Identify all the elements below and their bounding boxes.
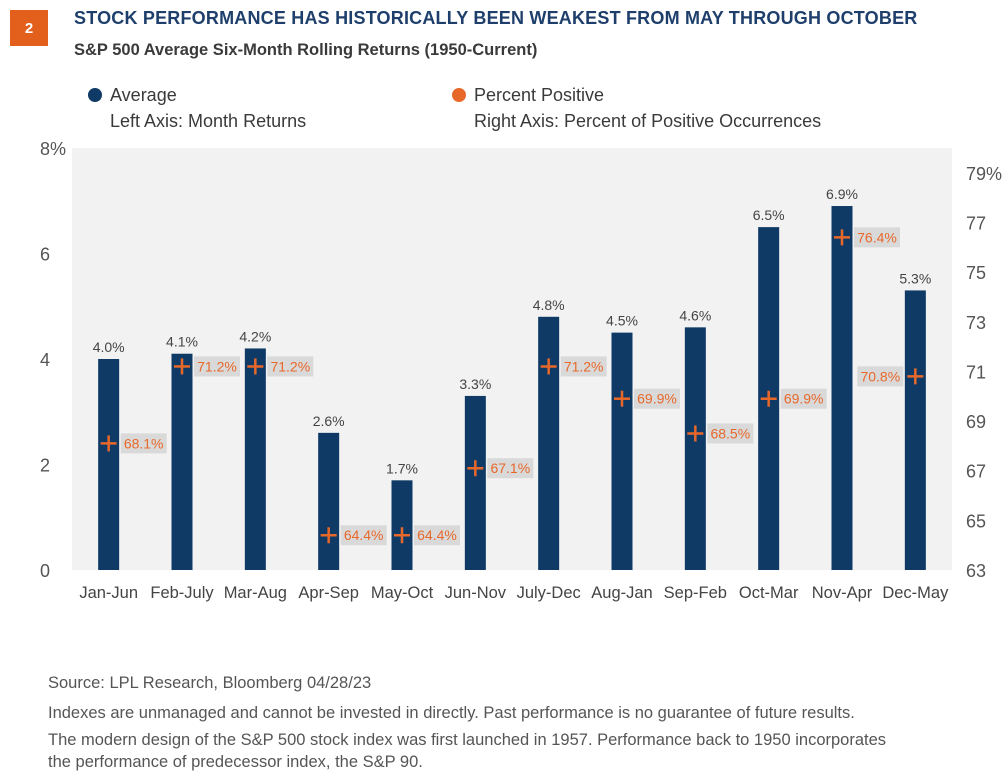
bar-average bbox=[684, 327, 706, 570]
percent-label-box bbox=[857, 366, 904, 387]
percent-label-box bbox=[414, 525, 460, 546]
percent-value-label: 71.2% bbox=[270, 358, 310, 374]
x-axis-category-label: May-Oct bbox=[371, 584, 434, 602]
bar-value-label: 4.6% bbox=[679, 307, 711, 323]
bar-average bbox=[244, 348, 266, 570]
x-axis-category-label: Jun-Nov bbox=[445, 584, 507, 602]
percent-label-box bbox=[267, 356, 314, 377]
percent-value-label: 69.9% bbox=[784, 391, 824, 407]
bar-average bbox=[391, 480, 413, 570]
bar-average bbox=[611, 332, 633, 570]
right-axis-tick: 63 bbox=[966, 561, 986, 581]
bar-value-label: 2.6% bbox=[313, 413, 345, 429]
percent-label-box bbox=[780, 388, 827, 409]
percent-label-box bbox=[194, 356, 240, 377]
percent-label-box bbox=[854, 227, 900, 248]
chart-canvas: 0 2 4 6 8% 63 65 67 69 71 73 75 77 79% 4.0% Jan-Jun 68.1… bbox=[40, 139, 1002, 602]
percent-value-label: 70.8% bbox=[860, 368, 900, 384]
x-axis-category-label: Jan-Jun bbox=[79, 584, 138, 602]
bar-average bbox=[831, 206, 853, 570]
bar-value-label: 4.2% bbox=[239, 328, 271, 344]
percent-value-label: 64.4% bbox=[417, 527, 457, 543]
left-axis-tick: 2 bbox=[40, 456, 50, 476]
bar-value-label: 5.3% bbox=[899, 270, 931, 286]
bar-value-label: 6.5% bbox=[753, 207, 785, 223]
bar-value-label: 3.3% bbox=[459, 376, 491, 392]
bar-average bbox=[98, 359, 120, 570]
right-axis-tick: 67 bbox=[966, 462, 986, 482]
percent-label-box bbox=[634, 388, 680, 409]
bar-average bbox=[171, 353, 193, 570]
right-axis-tick: 75 bbox=[966, 263, 986, 283]
x-axis-category-label: July-Dec bbox=[517, 584, 581, 602]
percent-value-label: 69.9% bbox=[637, 391, 677, 407]
x-axis-category-label: Feb-July bbox=[150, 584, 214, 602]
percent-value-label: 68.1% bbox=[124, 435, 164, 451]
right-axis-tick: 77 bbox=[966, 213, 986, 233]
percent-dot-icon bbox=[452, 88, 466, 102]
right-axis-tick: 65 bbox=[966, 511, 986, 531]
right-axis-tick: 73 bbox=[966, 313, 986, 333]
right-axis-tick: 79% bbox=[966, 164, 1002, 184]
percent-label-box bbox=[560, 356, 607, 377]
left-axis-tick: 8% bbox=[40, 139, 66, 159]
percent-value-label: 76.4% bbox=[857, 229, 897, 245]
right-axis-tick: 71 bbox=[966, 362, 986, 382]
bar-average bbox=[538, 316, 560, 570]
x-axis-category-label: Oct-Mar bbox=[739, 584, 799, 602]
x-axis-category-label: Apr-Sep bbox=[298, 584, 359, 602]
x-axis-category-label: Mar-Aug bbox=[224, 584, 287, 602]
legend-percent-label: Percent Positive bbox=[474, 85, 605, 105]
bar-average bbox=[464, 395, 486, 570]
footer-source: Source: LPL Research, Bloomberg 04/28/23 bbox=[48, 674, 372, 692]
footer-note-2: the performance of predecessor index, th… bbox=[48, 753, 423, 771]
legend-percent-sub: Right Axis: Percent of Positive Occurren… bbox=[474, 111, 822, 131]
bar-average bbox=[318, 432, 340, 570]
legend-average: Average Left Axis: Month Returns bbox=[88, 82, 306, 134]
percent-value-label: 67.1% bbox=[490, 460, 530, 476]
bar-value-label: 4.0% bbox=[93, 339, 125, 355]
legend-average-sub: Left Axis: Month Returns bbox=[110, 111, 307, 131]
legend-average-label: Average bbox=[110, 85, 177, 105]
x-axis-category-label: Dec-May bbox=[882, 584, 949, 602]
left-axis-tick: 0 bbox=[40, 561, 50, 581]
bar-value-label: 4.1% bbox=[166, 334, 198, 350]
percent-value-label: 68.5% bbox=[710, 425, 750, 441]
bar-average bbox=[904, 290, 926, 570]
left-axis-tick: 6 bbox=[40, 245, 50, 265]
x-axis-category-label: Aug-Jan bbox=[591, 584, 652, 602]
bar-value-label: 6.9% bbox=[826, 186, 858, 202]
chart-subtitle: S&P 500 Average Six-Month Rolling Return… bbox=[74, 41, 538, 59]
bar-value-label: 4.8% bbox=[533, 297, 565, 313]
percent-label-box bbox=[340, 525, 387, 546]
x-axis-category-label: Nov-Apr bbox=[812, 584, 873, 602]
percent-value-label: 71.2% bbox=[197, 358, 237, 374]
chart-title: STOCK PERFORMANCE HAS HISTORICALLY BEEN … bbox=[74, 8, 918, 28]
percent-label-box bbox=[707, 423, 754, 444]
percent-label-box bbox=[120, 433, 167, 454]
legend-percent-positive: Percent Positive Right Axis: Percent of … bbox=[452, 82, 821, 134]
average-dot-icon bbox=[88, 88, 102, 102]
footer-disclaimer: Indexes are unmanaged and cannot be inve… bbox=[48, 704, 855, 722]
percent-value-label: 71.2% bbox=[564, 358, 604, 374]
x-axis-category-label: Sep-Feb bbox=[664, 584, 727, 602]
bar-value-label: 1.7% bbox=[386, 460, 418, 476]
left-axis-tick: 4 bbox=[40, 350, 50, 370]
right-axis-tick: 69 bbox=[966, 412, 986, 432]
percent-value-label: 64.4% bbox=[344, 527, 384, 543]
figure-number-badge: 2 bbox=[10, 10, 48, 46]
percent-label-box bbox=[487, 458, 534, 479]
bar-value-label: 4.5% bbox=[606, 313, 638, 329]
footer-note-1: The modern design of the S&P 500 stock i… bbox=[48, 731, 887, 749]
